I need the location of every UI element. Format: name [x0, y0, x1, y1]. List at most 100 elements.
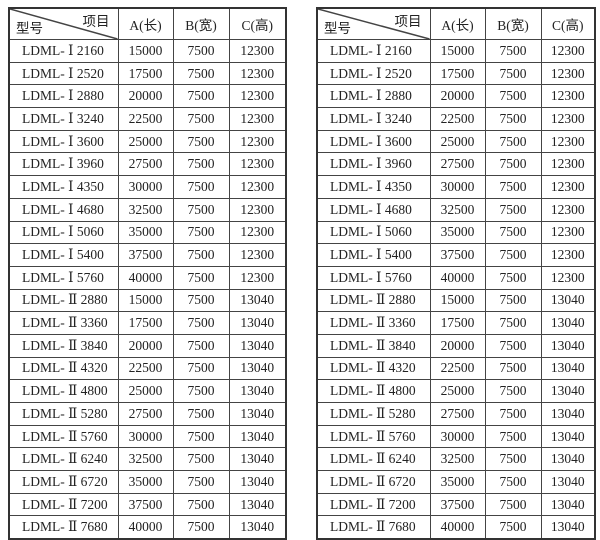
width-b-cell: 7500: [484, 402, 542, 426]
length-a-cell: 30000: [117, 424, 174, 449]
height-c-cell: 12300: [540, 265, 596, 290]
length-a-cell: 27500: [429, 152, 486, 177]
width-b-cell: 7500: [484, 356, 542, 381]
model-cell: LDML- Ⅰ 5400: [8, 243, 119, 267]
width-b-cell: 7500: [172, 61, 230, 86]
model-cell: LDML- Ⅱ 3840: [8, 333, 119, 358]
width-b-cell: 7500: [172, 424, 230, 449]
model-cell: LDML- Ⅰ 3240: [8, 107, 119, 131]
height-c-cell: 13040: [228, 288, 287, 313]
col-b-header: B(宽): [172, 7, 230, 40]
height-c-cell: 13040: [228, 402, 287, 426]
model-cell: LDML- Ⅱ 6240: [316, 447, 431, 472]
table-row: LDML- Ⅰ 5060 35000 7500 12300: [316, 220, 596, 245]
model-cell: LDML- Ⅱ 4320: [8, 356, 119, 381]
width-b-cell: 7500: [172, 107, 230, 131]
length-a-cell: 40000: [429, 515, 486, 540]
height-c-cell: 13040: [540, 424, 596, 449]
height-c-cell: 12300: [540, 152, 596, 177]
table-row: LDML- Ⅱ 5760 30000 7500 13040: [316, 424, 596, 449]
length-a-cell: 15000: [429, 39, 486, 63]
height-c-cell: 13040: [540, 333, 596, 358]
spec-table-left: 项目 型号 A(长) B(宽) C(高) LDML- Ⅰ 2160 15000 750…: [8, 7, 287, 540]
height-c-cell: 12300: [228, 39, 287, 63]
width-b-cell: 7500: [172, 220, 230, 245]
width-b-cell: 7500: [484, 424, 542, 449]
model-cell: LDML- Ⅰ 3600: [316, 129, 431, 154]
model-cell: LDML- Ⅱ 4320: [316, 356, 431, 381]
width-b-cell: 7500: [172, 447, 230, 472]
table-row: LDML- Ⅱ 5280 27500 7500 13040: [316, 402, 596, 426]
width-b-cell: 7500: [484, 447, 542, 472]
model-cell: LDML- Ⅰ 2520: [316, 61, 431, 86]
table-row: LDML- Ⅰ 3960 27500 7500 12300: [8, 152, 287, 177]
height-c-cell: 12300: [540, 197, 596, 222]
model-cell: LDML- Ⅱ 6720: [8, 470, 119, 494]
model-cell: LDML- Ⅰ 5400: [316, 243, 431, 267]
width-b-cell: 7500: [172, 402, 230, 426]
height-c-cell: 12300: [540, 107, 596, 131]
item-label: 项目: [82, 14, 110, 29]
model-cell: LDML- Ⅱ 5760: [316, 424, 431, 449]
table-row: LDML- Ⅱ 4800 25000 7500 13040: [316, 379, 596, 403]
length-a-cell: 20000: [117, 84, 174, 109]
height-c-cell: 13040: [540, 402, 596, 426]
height-c-cell: 12300: [228, 61, 287, 86]
table-row: LDML- Ⅰ 2520 17500 7500 12300: [316, 61, 596, 86]
width-b-cell: 7500: [484, 288, 542, 313]
length-a-cell: 15000: [429, 288, 486, 313]
table-row: LDML- Ⅱ 5280 27500 7500 13040: [8, 402, 287, 426]
width-b-cell: 7500: [484, 197, 542, 222]
model-cell: LDML- Ⅰ 3600: [8, 129, 119, 154]
height-c-cell: 13040: [228, 424, 287, 449]
width-b-cell: 7500: [172, 492, 230, 517]
width-b-cell: 7500: [172, 356, 230, 381]
table-row: LDML- Ⅱ 3360 17500 7500 13040: [8, 311, 287, 335]
width-b-cell: 7500: [484, 220, 542, 245]
model-cell: LDML- Ⅰ 2160: [8, 39, 119, 63]
height-c-cell: 12300: [228, 175, 287, 199]
length-a-cell: 30000: [117, 175, 174, 199]
table-row: LDML- Ⅱ 7200 37500 7500 13040: [8, 492, 287, 517]
height-c-cell: 13040: [540, 311, 596, 335]
table-row: LDML- Ⅱ 3840 20000 7500 13040: [316, 333, 596, 358]
model-label: 型号: [16, 21, 43, 36]
table-row: LDML- Ⅱ 4800 25000 7500 13040: [8, 379, 287, 403]
width-b-cell: 7500: [484, 515, 542, 540]
table-row: LDML- Ⅰ 3240 22500 7500 12300: [316, 107, 596, 131]
model-cell: LDML- Ⅱ 7680: [8, 515, 119, 540]
model-cell: LDML- Ⅰ 5760: [316, 265, 431, 290]
height-c-cell: 13040: [228, 515, 287, 540]
length-a-cell: 17500: [117, 61, 174, 86]
width-b-cell: 7500: [172, 515, 230, 540]
length-a-cell: 20000: [429, 333, 486, 358]
model-cell: LDML- Ⅱ 5280: [316, 402, 431, 426]
length-a-cell: 15000: [117, 288, 174, 313]
width-b-cell: 7500: [484, 470, 542, 494]
width-b-cell: 7500: [172, 84, 230, 109]
length-a-cell: 32500: [429, 447, 486, 472]
model-cell: LDML- Ⅱ 3840: [316, 333, 431, 358]
table-row: LDML- Ⅱ 3360 17500 7500 13040: [316, 311, 596, 335]
length-a-cell: 37500: [429, 243, 486, 267]
length-a-cell: 32500: [117, 447, 174, 472]
model-cell: LDML- Ⅰ 5060: [316, 220, 431, 245]
model-cell: LDML- Ⅰ 2520: [8, 61, 119, 86]
table-row: LDML- Ⅰ 5060 35000 7500 12300: [8, 220, 287, 245]
model-cell: LDML- Ⅰ 4350: [316, 175, 431, 199]
table-row: LDML- Ⅰ 2160 15000 7500 12300: [316, 39, 596, 63]
length-a-cell: 35000: [429, 220, 486, 245]
width-b-cell: 7500: [172, 311, 230, 335]
length-a-cell: 25000: [117, 379, 174, 403]
table-row: LDML- Ⅰ 5400 37500 7500 12300: [8, 243, 287, 267]
model-cell: LDML- Ⅱ 2880: [8, 288, 119, 313]
table-row: LDML- Ⅰ 3600 25000 7500 12300: [316, 129, 596, 154]
model-cell: LDML- Ⅱ 6720: [316, 470, 431, 494]
width-b-cell: 7500: [484, 129, 542, 154]
length-a-cell: 27500: [117, 152, 174, 177]
table-row: LDML- Ⅰ 4680 32500 7500 12300: [316, 197, 596, 222]
table-row: LDML- Ⅰ 3960 27500 7500 12300: [316, 152, 596, 177]
width-b-cell: 7500: [484, 243, 542, 267]
length-a-cell: 17500: [117, 311, 174, 335]
height-c-cell: 13040: [540, 447, 596, 472]
